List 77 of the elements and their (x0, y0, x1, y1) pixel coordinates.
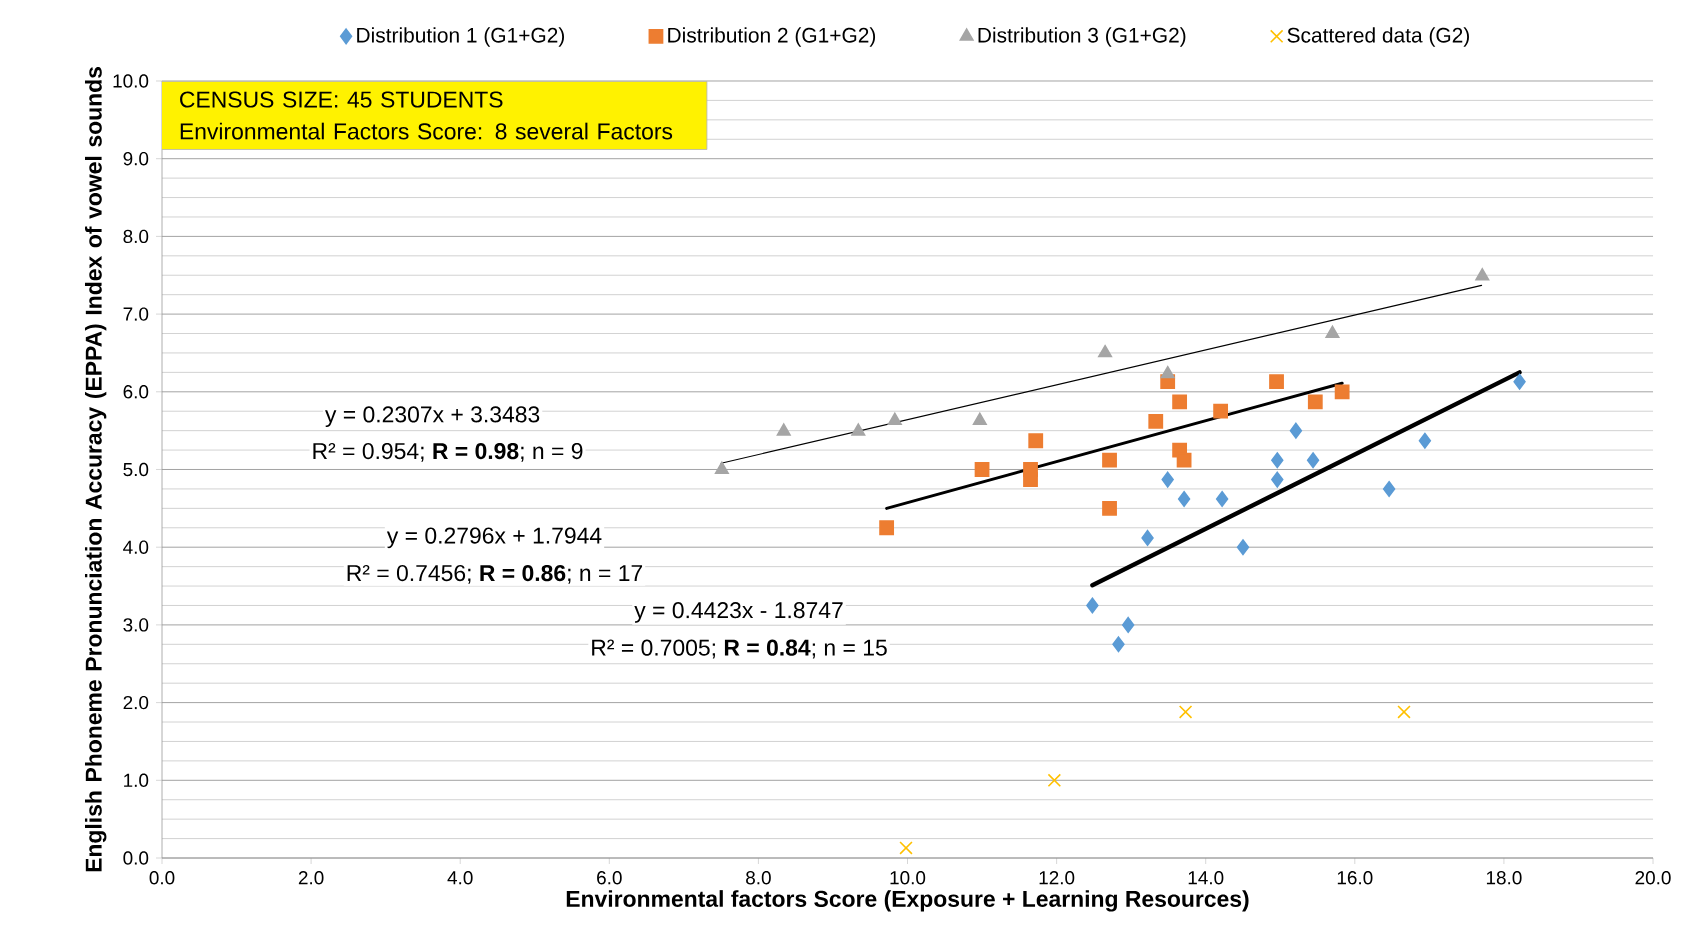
point (1271, 452, 1284, 469)
point (1306, 452, 1320, 469)
point (1271, 471, 1284, 488)
legend-label: Distribution 1 (G1+G2) (357, 27, 565, 47)
y-tick-label: 10.0 (113, 74, 149, 88)
point (1112, 636, 1125, 653)
point (1513, 373, 1526, 390)
point (1102, 500, 1117, 516)
point (1172, 394, 1188, 410)
x-tick-label: 20.0 (1635, 871, 1671, 885)
y-tick-label: 1.0 (124, 773, 149, 787)
point (1141, 529, 1154, 546)
annotation: y = 0.2307x + 3.3483 (325, 406, 540, 428)
point (899, 841, 913, 855)
point (1160, 365, 1175, 379)
point (1023, 472, 1038, 487)
point (1269, 374, 1284, 390)
point (1213, 403, 1229, 419)
point (1047, 773, 1062, 788)
x-tick-label: 16.0 (1337, 871, 1373, 885)
y-tick-label: 4.0 (123, 540, 149, 554)
point (1177, 491, 1191, 508)
y-tick-label: 3.0 (123, 618, 149, 632)
point (1098, 344, 1113, 358)
point (1236, 539, 1250, 556)
annotation: y = 0.4423x - 1.8747 (634, 602, 843, 623)
annotation: R² = 0.954; R = 0.98; n = 9 (313, 442, 583, 462)
x-tick-label: 2.0 (298, 871, 324, 885)
point (1121, 616, 1135, 633)
point (1397, 705, 1411, 719)
x-tick-label: 6.0 (597, 871, 622, 885)
point (972, 412, 987, 425)
y-tick-label: 6.0 (123, 385, 149, 399)
point (974, 462, 990, 477)
x-tick-label: 4.0 (447, 871, 473, 885)
point (1102, 452, 1117, 468)
point (1418, 432, 1432, 449)
point (851, 423, 866, 436)
legend-label: Scattered data (G2) (1287, 27, 1469, 47)
x-tick-label: 8.0 (746, 871, 771, 885)
point (1215, 491, 1229, 508)
y-tick-label: 5.0 (123, 462, 149, 477)
point (879, 520, 895, 536)
point (714, 461, 729, 474)
x-tick-label: 0.0 (149, 871, 175, 885)
x-tick-label: 10.0 (890, 871, 926, 885)
point (887, 412, 902, 425)
x-tick-label: 14.0 (1188, 871, 1224, 885)
x-tick-label: 12.0 (1039, 871, 1075, 885)
point (1086, 597, 1099, 614)
y-tick-label: 0.0 (123, 851, 149, 865)
legend-label: Distribution 2 (G1+G2) (668, 27, 876, 47)
x-axis-title: Environmental factors Score (Exposure + Learning Resources) (566, 890, 1249, 912)
point (1382, 480, 1396, 497)
point (776, 423, 791, 436)
annotation: CENSUS SIZE: 45 STUDENTS (180, 91, 503, 108)
point (1475, 268, 1490, 281)
point (1178, 705, 1193, 719)
y-tick-label: 8.0 (123, 229, 149, 244)
point (1334, 384, 1350, 400)
point (1028, 433, 1044, 449)
y-tick-label: 7.0 (123, 307, 149, 321)
y-axis-title: English Phoneme Pronunciation Accuracy (EPPA) Index of vowel sounds (84, 67, 107, 872)
annotation: R² = 0.7456; R = 0.86; n = 17 (347, 564, 643, 584)
x-tick-label: 18.0 (1486, 871, 1522, 885)
annotation: R² = 0.7005; R = 0.84; n = 15 (592, 639, 887, 659)
legend-label: Distribution 3 (G1+G2) (978, 27, 1186, 47)
point (1176, 452, 1192, 468)
point (1289, 422, 1303, 439)
point (1325, 325, 1340, 338)
annotation: y = 0.2796x + 1.7944 (386, 527, 602, 549)
y-tick-label: 2.0 (123, 695, 149, 710)
point (1161, 471, 1174, 488)
point (1148, 413, 1164, 429)
point (1307, 394, 1323, 410)
annotation: Environmental Factors Score: 8 several Factors (180, 122, 673, 140)
y-tick-label: 9.0 (123, 151, 149, 166)
